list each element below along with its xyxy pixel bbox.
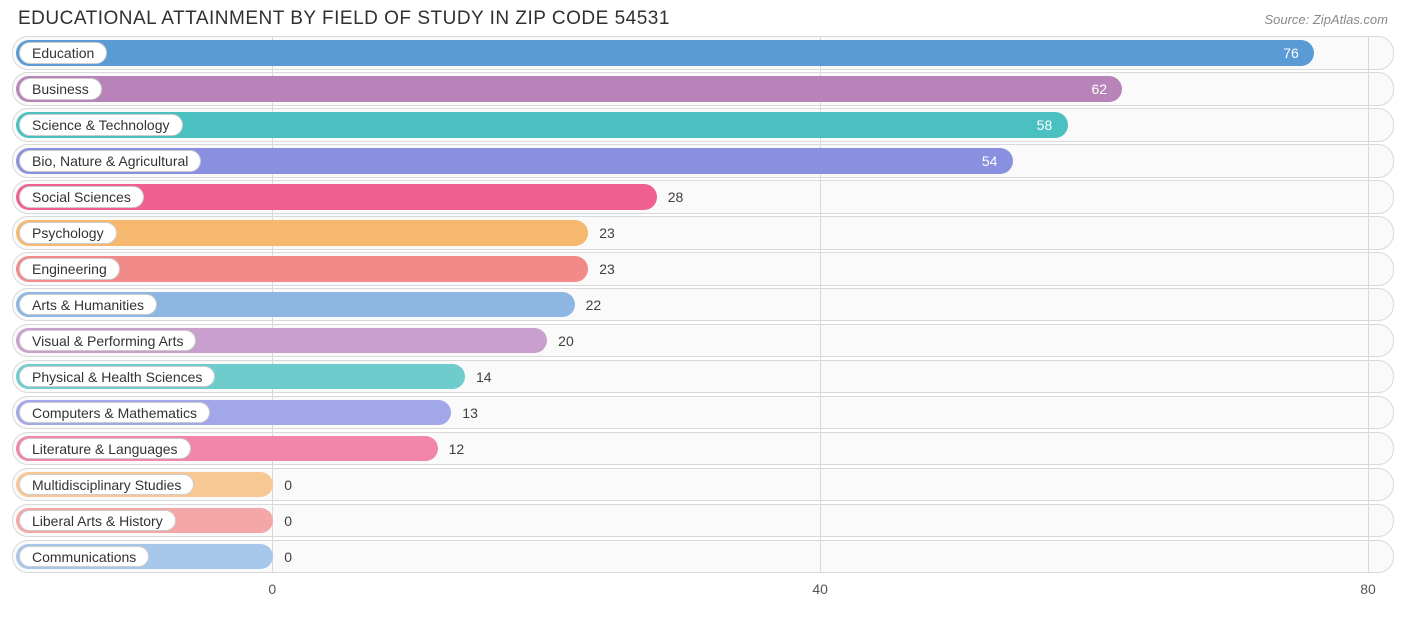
- bar: [16, 40, 1314, 66]
- bar-value-label: 23: [599, 256, 615, 282]
- bar-value-label: 54: [982, 148, 998, 174]
- bar-row: Literature & Languages 12: [12, 432, 1394, 466]
- chart-source: Source: ZipAtlas.com: [1264, 12, 1388, 27]
- category-pill: Communications: [19, 546, 149, 568]
- bar-value-label: 0: [284, 544, 292, 570]
- bar-row: Multidisciplinary Studies 0: [12, 468, 1394, 502]
- category-pill: Education: [19, 42, 107, 64]
- x-tick-label: 80: [1360, 581, 1376, 597]
- bar-row: Business 62: [12, 72, 1394, 106]
- bar-value-label: 0: [284, 472, 292, 498]
- category-pill: Physical & Health Sciences: [19, 366, 215, 388]
- bar-row: Visual & Performing Arts 20: [12, 324, 1394, 358]
- chart-header: EDUCATIONAL ATTAINMENT BY FIELD OF STUDY…: [0, 0, 1406, 34]
- bar-row: Psychology 23: [12, 216, 1394, 250]
- bar-value-label: 62: [1091, 76, 1107, 102]
- bar-row: Physical & Health Sciences 14: [12, 360, 1394, 394]
- category-pill: Bio, Nature & Agricultural: [19, 150, 201, 172]
- bar-row: Bio, Nature & Agricultural 54: [12, 144, 1394, 178]
- bar-value-label: 20: [558, 328, 574, 354]
- bar-row: Liberal Arts & History 0: [12, 504, 1394, 538]
- bar-value-label: 0: [284, 508, 292, 534]
- category-pill: Social Sciences: [19, 186, 144, 208]
- bar-row: Education 76: [12, 36, 1394, 70]
- category-pill: Psychology: [19, 222, 117, 244]
- chart-title: EDUCATIONAL ATTAINMENT BY FIELD OF STUDY…: [18, 8, 670, 30]
- source-prefix: Source:: [1264, 12, 1312, 27]
- bar-row: Social Sciences 28: [12, 180, 1394, 214]
- bar-row: Engineering 23: [12, 252, 1394, 286]
- bar-row: Science & Technology 58: [12, 108, 1394, 142]
- x-tick-label: 0: [268, 581, 276, 597]
- bar: [16, 76, 1122, 102]
- bar-value-label: 23: [599, 220, 615, 246]
- category-pill: Visual & Performing Arts: [19, 330, 196, 352]
- category-pill: Science & Technology: [19, 114, 183, 136]
- bar-value-label: 13: [462, 400, 478, 426]
- category-pill: Engineering: [19, 258, 120, 280]
- bar-row: Arts & Humanities 22: [12, 288, 1394, 322]
- bar-value-label: 58: [1037, 112, 1053, 138]
- bar-value-label: 22: [586, 292, 602, 318]
- x-tick-label: 40: [812, 581, 828, 597]
- category-pill: Literature & Languages: [19, 438, 191, 460]
- category-pill: Arts & Humanities: [19, 294, 157, 316]
- plot-area: Education 76 Business 62 Science & Technolog…: [12, 36, 1394, 573]
- x-axis: 0 40 80: [12, 579, 1394, 607]
- source-name: ZipAtlas.com: [1313, 12, 1388, 27]
- bar-value-label: 76: [1283, 40, 1299, 66]
- category-pill: Multidisciplinary Studies: [19, 474, 194, 496]
- bar-row: Communications 0: [12, 540, 1394, 574]
- bar-value-label: 28: [668, 184, 684, 210]
- bar-value-label: 14: [476, 364, 492, 390]
- bar-value-label: 12: [449, 436, 465, 462]
- chart-area: Education 76 Business 62 Science & Technolog…: [12, 36, 1394, 607]
- category-pill: Business: [19, 78, 102, 100]
- bar-row: Computers & Mathematics 13: [12, 396, 1394, 430]
- category-pill: Liberal Arts & History: [19, 510, 176, 532]
- category-pill: Computers & Mathematics: [19, 402, 210, 424]
